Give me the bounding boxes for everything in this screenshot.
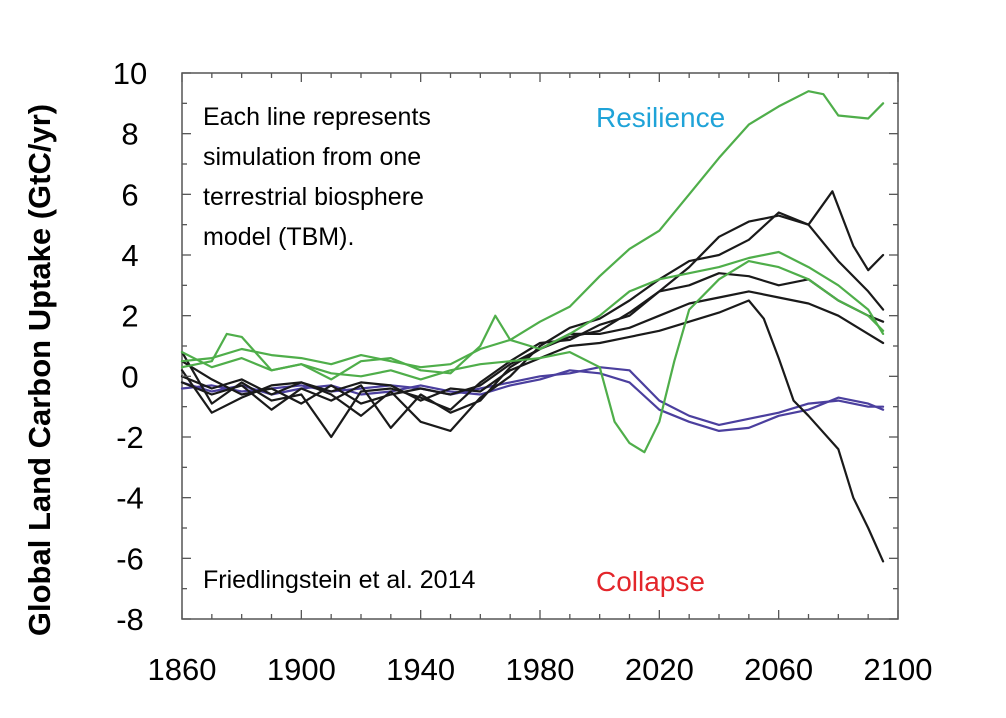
series-layer	[180, 90, 885, 563]
y-tick-label: -6	[116, 541, 144, 576]
y-tick-label: 10	[113, 56, 147, 91]
series-line-purple	[180, 369, 885, 432]
x-tick-label: 1940	[386, 652, 455, 687]
y-tick-label: 4	[121, 238, 138, 273]
x-tick-label: 2060	[744, 652, 813, 687]
y-tick-label: -2	[116, 420, 144, 455]
description-line-1: Each line represents	[203, 103, 431, 131]
y-tick-label: 0	[121, 359, 138, 394]
ticks-layer: -8 -6 -4 -2 0 2 4 6 8 10 1860 1900 1940 1980 2020 2060 2…	[113, 56, 933, 687]
description-line-2: simulation from one	[203, 143, 421, 171]
collapse-label: Collapse	[596, 566, 705, 597]
description-line-4: model (TBM).	[203, 223, 354, 251]
description-line-3: terrestrial biosphere	[203, 183, 424, 211]
y-tick-label: -4	[116, 481, 144, 516]
x-tick-label: 2020	[625, 652, 694, 687]
series-line-green	[180, 90, 885, 369]
resilience-label: Resilience	[596, 102, 725, 133]
y-axis-label: Global Land Carbon Uptake (GtC/yr)	[22, 104, 57, 636]
series-line-green	[180, 260, 885, 454]
x-tick-label: 1860	[148, 652, 217, 687]
y-tick-label: 6	[121, 177, 138, 212]
series-line-purple	[180, 366, 885, 426]
y-tick-label: 8	[121, 117, 138, 152]
model-description: Each line represents simulation from one…	[203, 103, 431, 251]
citation-label: Friedlingstein et al. 2014	[203, 566, 475, 594]
series-line-black	[180, 299, 885, 563]
x-tick-label: 1900	[267, 652, 336, 687]
x-tick-label: 1980	[506, 652, 575, 687]
y-tick-label: 2	[121, 299, 138, 334]
x-tick-label: 2100	[864, 652, 933, 687]
y-tick-label: -8	[116, 602, 144, 637]
